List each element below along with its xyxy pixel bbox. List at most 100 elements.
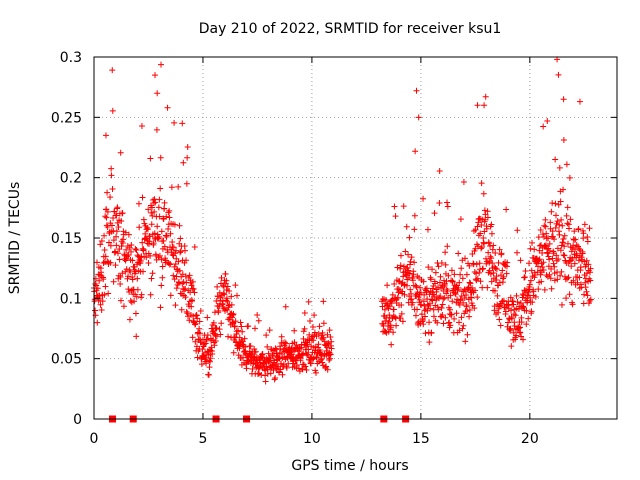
data-point [398,302,405,309]
data-point [199,345,206,352]
data-point [405,267,412,274]
data-point [525,315,532,322]
data-point [539,263,546,270]
data-point [204,314,211,321]
data-point [555,71,562,78]
data-point [480,190,487,197]
data-point [447,292,454,299]
data-point [386,303,393,310]
data-point [307,360,314,367]
data-point [241,335,248,342]
data-point [444,203,451,210]
data-point [584,292,591,299]
data-point [303,367,310,374]
data-point [460,179,467,186]
data-point [399,318,406,325]
data-point [560,137,567,144]
data-point [442,261,449,268]
data-point [180,159,187,166]
data-point [166,214,173,221]
data-point [547,275,554,282]
data-point [537,271,544,278]
data-point [432,280,439,287]
data-point [102,283,109,290]
data-point [522,268,529,275]
data-point [192,320,199,327]
data-point [549,228,556,235]
data-point [305,346,312,353]
data-point [265,350,272,357]
data-point [394,294,401,301]
data-point [474,294,481,301]
data-point [407,258,414,265]
data-point [550,260,557,267]
data-point [133,333,140,340]
data-point [566,174,573,181]
data-point [448,311,455,318]
data-point [152,72,159,79]
data-point [157,304,164,311]
data-point [427,305,434,312]
data-point [464,307,471,314]
data-point [443,278,450,285]
data-point [393,322,400,329]
data-point [177,248,184,255]
data-point [466,262,473,269]
data-point [438,260,445,267]
data-point [507,325,514,332]
data-point [411,226,418,233]
data-point [515,325,522,332]
data-point [120,303,127,310]
data-point [102,132,109,139]
data-point [315,341,322,348]
data-point [513,332,520,339]
data-point [542,216,549,223]
data-point [452,291,459,298]
data-point [406,261,413,268]
data-point [295,365,302,372]
data-point [117,149,124,156]
data-point [394,264,401,271]
data-point [217,294,224,301]
data-point [313,369,320,376]
data-point [156,213,163,220]
data-point [398,310,405,317]
data-point [203,336,210,343]
data-point [224,298,231,305]
data-point [108,165,115,172]
data-point [439,312,446,319]
data-point [139,239,146,246]
data-point [228,293,235,300]
x-tick-label: 15 [412,431,430,447]
data-point [483,225,490,232]
data-point [196,318,203,325]
data-point [537,227,544,234]
data-point [168,184,175,191]
data-point [579,250,586,257]
data-point [439,301,446,308]
data-point [545,253,552,260]
data-point [282,303,289,310]
data-point [406,270,413,277]
data-point [484,284,491,291]
data-point [508,307,515,314]
data-point [558,268,565,275]
data-point [221,291,228,298]
data-point [150,200,157,207]
data-point [493,273,500,280]
data-point [167,292,174,299]
data-point [461,295,468,302]
data-point [153,126,160,133]
data-point [411,212,418,219]
data-point [210,319,217,326]
data-point [328,338,335,345]
data-point [477,230,484,237]
data-point [442,249,449,256]
data-point [327,333,334,340]
data-point [478,180,485,187]
data-point [207,355,214,362]
data-point [310,355,317,362]
data-point [546,240,553,247]
data-point [387,324,394,331]
data-point [521,274,528,281]
